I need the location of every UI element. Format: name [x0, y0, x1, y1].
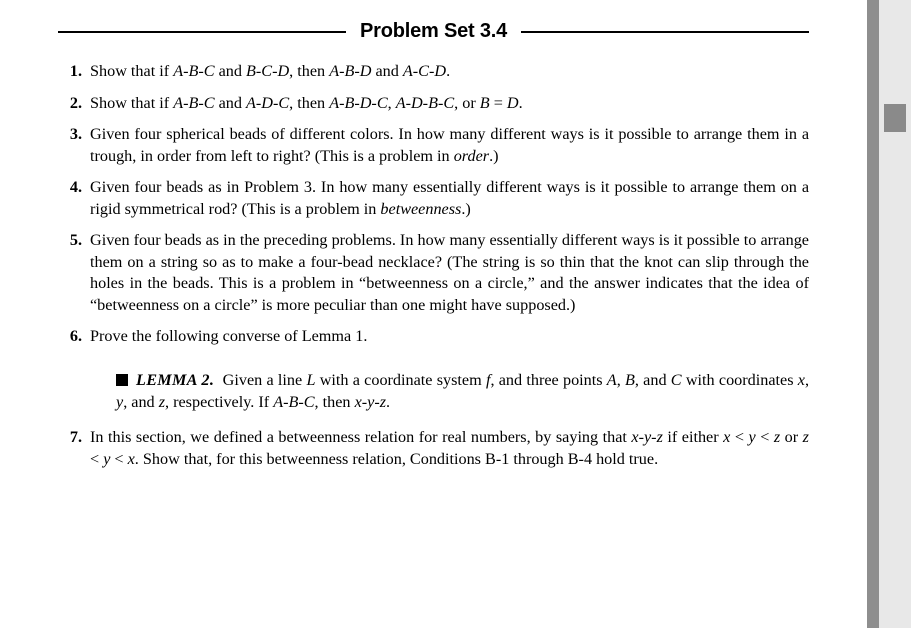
problem-item: 5.Given four beads as in the preceding p… [86, 230, 809, 316]
problem-number: 4. [60, 177, 82, 199]
problem-text: Given four spherical beads of different … [90, 125, 809, 165]
heading-row: Problem Set 3.4 [58, 20, 809, 43]
problem-number: 5. [60, 230, 82, 252]
problem-item: 1.Show that if A-B-C and B-C-D, then A-B… [86, 61, 809, 83]
page-edge-shadow [867, 0, 879, 628]
scrollbar-track[interactable] [879, 0, 911, 628]
problem-number: 7. [60, 427, 82, 449]
problem-text: Given four beads as in the preceding pro… [90, 231, 809, 314]
heading-rule-left [58, 31, 346, 33]
problems-list: 1. Show that if A-B-C and B-C-D, then A-B… [58, 61, 809, 470]
lemma-title: LEMMA 2. [136, 371, 214, 389]
problem-item: 6.Prove the following converse of Lemma … [86, 326, 809, 348]
problem-item: 3.Given four spherical beads of differen… [86, 124, 809, 167]
problem-text: In this section, we defined a betweennes… [90, 428, 809, 468]
problem-item: 2.Show that if A-B-C and A-D-C, then A-B… [86, 93, 809, 115]
problem-number: 6. [60, 326, 82, 348]
problem-item: 7.In this section, we defined a betweenn… [86, 427, 809, 470]
problem-number: 3. [60, 124, 82, 146]
lemma-text: Given a line L with a coordinate system … [116, 371, 809, 411]
document-page: Problem Set 3.4 1. Show that if A-B-C and… [0, 0, 867, 628]
problem-text: Show that if A-B-C and B-C-D, then A-B-D… [90, 62, 450, 80]
problem-number: 1. [60, 61, 82, 83]
lemma-marker-icon [116, 374, 128, 386]
problem-text: Show that if A-B-C and A-D-C, then A-B-D… [90, 94, 523, 112]
problem-text: Prove the following converse of Lemma 1. [90, 327, 367, 345]
lemma-block: LEMMA 2. Given a line L with a coordinat… [116, 370, 809, 413]
heading-rule-right [521, 31, 809, 33]
problem-item: 4.Given four beads as in Problem 3. In h… [86, 177, 809, 220]
problem-set-heading: Problem Set 3.4 [346, 20, 521, 43]
problem-number: 2. [60, 93, 82, 115]
problem-text: Given four beads as in Problem 3. In how… [90, 178, 809, 218]
viewport: Problem Set 3.4 1. Show that if A-B-C and… [0, 0, 911, 628]
scrollbar-thumb[interactable] [884, 104, 906, 132]
